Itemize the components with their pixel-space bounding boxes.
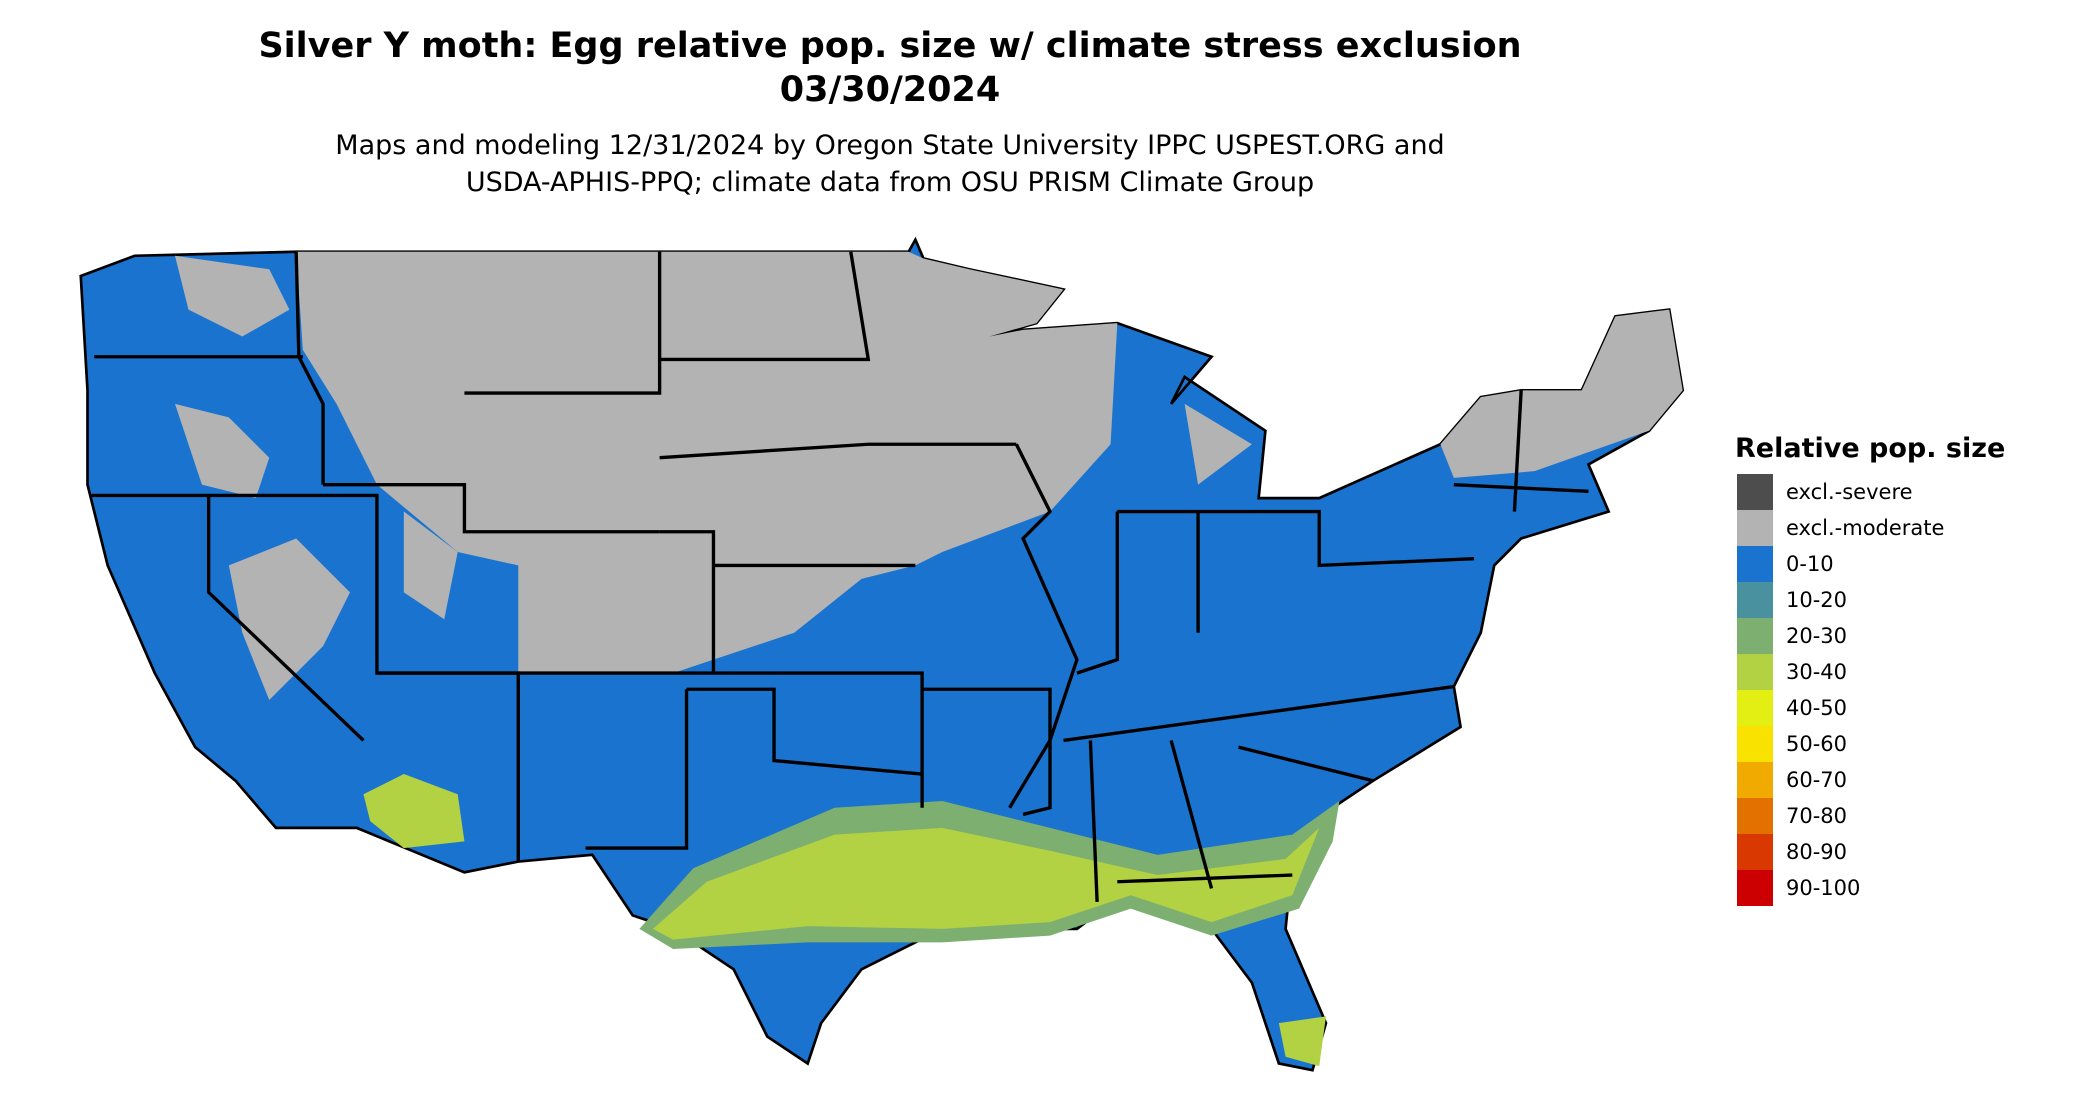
legend-label: 40-50 [1786, 696, 1848, 720]
legend-label: 80-90 [1786, 840, 1848, 864]
legend-label: excl.-moderate [1786, 516, 1945, 540]
legend-label: 20-30 [1786, 624, 1848, 648]
subtitle-line-1: Maps and modeling 12/31/2024 by Oregon S… [335, 130, 1445, 161]
legend-label: 90-100 [1786, 876, 1861, 900]
legend-item: 90-100 [1737, 870, 2005, 906]
legend-swatch [1737, 510, 1773, 546]
legend-label: 70-80 [1786, 804, 1848, 828]
legend-swatch [1737, 798, 1773, 834]
legend-swatch [1737, 582, 1773, 618]
legend-swatch [1737, 870, 1773, 906]
excluded-moderate-west [175, 255, 1252, 701]
excluded-moderate-northeast [1440, 309, 1683, 478]
legend-item: excl.-severe [1737, 474, 2005, 510]
legend-swatch [1737, 690, 1773, 726]
legend-label: 60-70 [1786, 768, 1848, 792]
legend-item: 40-50 [1737, 690, 2005, 726]
legend-label: 30-40 [1786, 660, 1848, 684]
legend-swatch [1737, 474, 1773, 510]
legend-item: 0-10 [1737, 546, 2005, 582]
legend-item: 80-90 [1737, 834, 2005, 870]
state-borders [91, 251, 1589, 903]
legend-swatch [1737, 726, 1773, 762]
legend-swatch [1737, 834, 1773, 870]
legend-item: 30-40 [1737, 654, 2005, 690]
legend-swatch [1737, 762, 1773, 798]
legend: Relative pop. size excl.-severe excl.-mod… [1735, 433, 2006, 906]
legend-swatch [1737, 618, 1773, 654]
map-title: Silver Y moth: Egg relative pop. size w/… [258, 26, 1522, 66]
subtitle-line-2: USDA-APHIS-PPQ; climate data from OSU PR… [465, 167, 1315, 198]
excluded-moderate-north [296, 251, 1118, 674]
legend-item: 20-30 [1737, 618, 2005, 654]
legend-swatch [1737, 654, 1773, 690]
legend-label: 0-10 [1786, 552, 1834, 576]
legend-label: 50-60 [1786, 732, 1848, 756]
legend-swatch [1737, 546, 1773, 582]
legend-label: excl.-severe [1786, 480, 1913, 504]
legend-title: Relative pop. size [1735, 433, 2006, 464]
legend-item: 50-60 [1737, 726, 2005, 762]
legend-label: 10-20 [1786, 588, 1848, 612]
map-date: 03/30/2024 [779, 70, 1001, 110]
legend-item: excl.-moderate [1737, 510, 2005, 546]
legend-item: 70-80 [1737, 798, 2005, 834]
legend-item: 60-70 [1737, 762, 2005, 798]
suitability-30-40-band [363, 774, 1326, 1067]
legend-item: 10-20 [1737, 582, 2005, 618]
